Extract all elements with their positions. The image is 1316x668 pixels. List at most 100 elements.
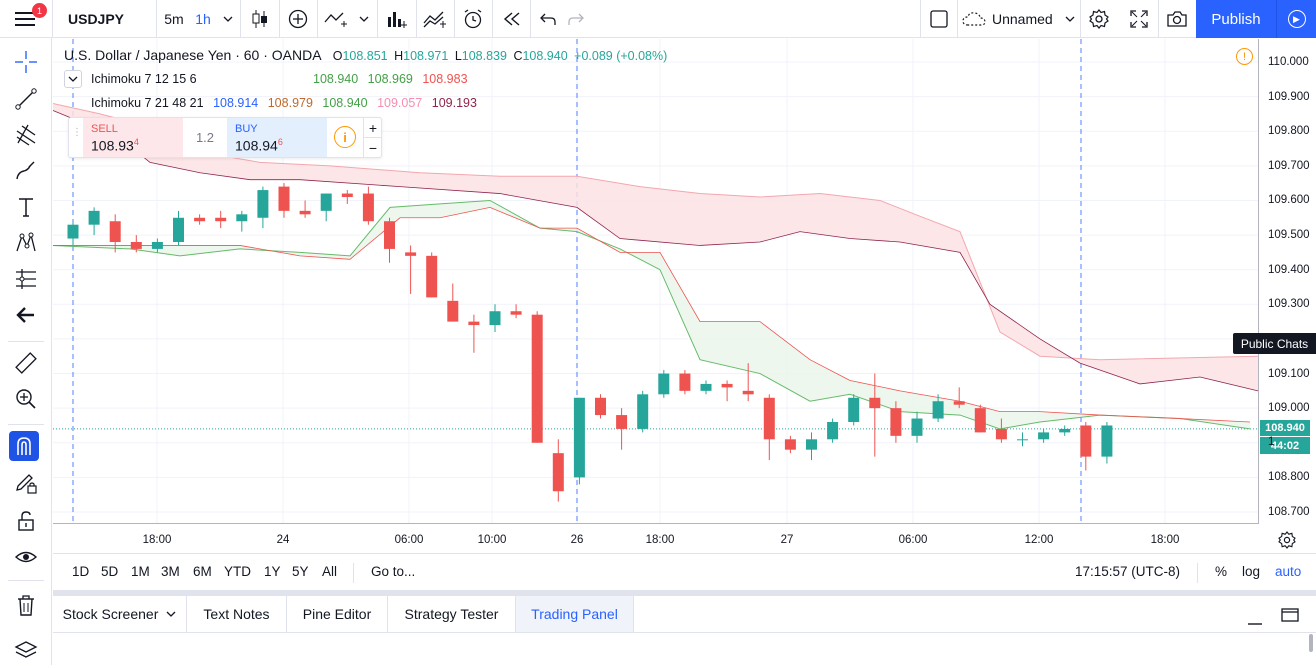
- auto-toggle[interactable]: auto: [1275, 564, 1302, 579]
- range-6m[interactable]: 6M: [193, 564, 212, 579]
- tab-text-notes[interactable]: Text Notes: [187, 596, 287, 632]
- range-3m[interactable]: 3M: [161, 564, 180, 579]
- tab-trading-panel[interactable]: Trading Panel: [516, 596, 634, 632]
- kijun-line: [53, 206, 1251, 423]
- candle-body: [953, 401, 965, 405]
- warning-icon[interactable]: !: [1236, 48, 1253, 65]
- drag-handle-icon[interactable]: ⋮⋮: [72, 127, 92, 138]
- prediction-tool[interactable]: [8, 262, 44, 296]
- financials-button[interactable]: [380, 0, 414, 38]
- indicators-button[interactable]: [321, 0, 351, 38]
- templates-button[interactable]: [418, 0, 452, 38]
- clock[interactable]: 17:15:57 (UTC-8): [1075, 564, 1181, 579]
- tab-pine-editor[interactable]: Pine Editor: [287, 596, 388, 632]
- time-axis[interactable]: 18:00 24 06:00 10:00 26 18:00 27 06:00 12:00 18:0…: [53, 525, 1258, 552]
- fullscreen-button[interactable]: [1122, 0, 1156, 38]
- trend-line-tool[interactable]: [8, 82, 44, 116]
- interval-5m[interactable]: 5m: [164, 11, 184, 27]
- range-1d[interactable]: 1D: [72, 564, 90, 579]
- trend-line-icon: [15, 88, 37, 110]
- pitchfork-icon: [16, 124, 36, 146]
- publish-button[interactable]: Publish: [1196, 0, 1276, 38]
- back-tool[interactable]: [8, 298, 44, 332]
- stay-in-drawing-tool[interactable]: [8, 466, 44, 500]
- range-all[interactable]: All: [322, 564, 338, 579]
- zoom-tool[interactable]: [8, 382, 44, 416]
- object-tree-tool[interactable]: [8, 634, 44, 668]
- percent-toggle[interactable]: %: [1215, 564, 1228, 579]
- candle-body: [616, 415, 628, 429]
- price-axis-label: 109.300: [1268, 298, 1310, 311]
- candle-body: [932, 401, 944, 419]
- snapshot-button[interactable]: [1160, 0, 1194, 38]
- redo-icon: [568, 13, 584, 25]
- add-circle-icon: [288, 9, 308, 29]
- rewind-icon: [503, 12, 520, 26]
- maximize-panel-button[interactable]: [1279, 605, 1301, 625]
- indicators-dropdown[interactable]: [354, 0, 374, 38]
- buy-sell-widget: ⋮⋮ SELL 108.934 1.2 BUY 108.946 i + −: [68, 117, 382, 158]
- goto-date-button[interactable]: Go to...: [371, 564, 416, 579]
- candle-body: [88, 210, 100, 225]
- info-icon[interactable]: i: [334, 126, 356, 148]
- candle-body: [573, 397, 585, 478]
- alert-button[interactable]: [456, 0, 490, 38]
- brush-tool[interactable]: [8, 154, 44, 188]
- change-value: +0.089 (+0.08%): [574, 49, 668, 63]
- chart-settings-button[interactable]: [1276, 529, 1298, 551]
- replay-button[interactable]: [496, 0, 528, 38]
- public-chats-button[interactable]: Public Chats: [1233, 333, 1316, 354]
- publish-dropdown-button[interactable]: ▶: [1276, 0, 1316, 38]
- chart-type-button[interactable]: [243, 0, 277, 38]
- range-ytd[interactable]: YTD: [224, 564, 251, 579]
- tab-strategy-tester[interactable]: Strategy Tester: [388, 596, 516, 632]
- delete-tool[interactable]: [8, 589, 44, 623]
- indicator-legend-1[interactable]: Ichimoku 7 12 15 6: [91, 72, 197, 86]
- fullscreen-toggle-button[interactable]: [924, 0, 954, 38]
- pattern-tool[interactable]: [8, 226, 44, 260]
- undo-button[interactable]: [534, 0, 562, 38]
- bar-countdown-label: 44:02: [1260, 437, 1310, 454]
- settings-button[interactable]: [1082, 0, 1116, 38]
- time-axis-label: 12:00: [1024, 534, 1054, 546]
- interval-dropdown[interactable]: [218, 0, 238, 38]
- fib-tool[interactable]: [8, 118, 44, 152]
- ruler-tool[interactable]: [8, 346, 44, 380]
- price-axis-label: 108.800: [1268, 471, 1310, 484]
- range-5d[interactable]: 5D: [101, 564, 119, 579]
- zoom-in-icon: [16, 389, 36, 409]
- menu-button[interactable]: 1: [0, 0, 50, 38]
- qty-plus-button[interactable]: +: [363, 118, 382, 138]
- range-5y[interactable]: 5Y: [292, 564, 309, 579]
- candle-body: [341, 193, 353, 197]
- range-1m[interactable]: 1M: [131, 564, 150, 579]
- redo-button[interactable]: [562, 0, 590, 38]
- lock-tool[interactable]: [8, 504, 44, 538]
- range-1y[interactable]: 1Y: [264, 564, 281, 579]
- layout-selector[interactable]: Unnamed: [962, 0, 1080, 38]
- collapse-legend-button[interactable]: [64, 70, 82, 88]
- magnet-tool[interactable]: [9, 431, 39, 461]
- crosshair-tool[interactable]: [8, 45, 44, 79]
- symbol-search[interactable]: USDJPY: [68, 11, 125, 27]
- templates-icon: [423, 11, 446, 28]
- candle-body: [426, 255, 438, 298]
- candle-body: [700, 383, 712, 391]
- price-axis-label: 109.700: [1268, 159, 1310, 172]
- text-tool[interactable]: [8, 190, 44, 224]
- tab-stock-screener[interactable]: Stock Screener: [53, 596, 187, 632]
- log-toggle[interactable]: log: [1242, 564, 1261, 579]
- visibility-tool[interactable]: [8, 540, 44, 574]
- quantity-field[interactable]: 1.2: [195, 130, 215, 145]
- buy-button[interactable]: BUY 108.946: [227, 118, 327, 157]
- panel-divider[interactable]: [53, 590, 1316, 596]
- indicator-legend-2[interactable]: Ichimoku 7 21 48 21 108.914 108.979 108.…: [91, 96, 477, 110]
- interval-1h[interactable]: 1h: [195, 11, 211, 27]
- compare-button[interactable]: [281, 0, 315, 38]
- time-axis-border: [53, 523, 1259, 524]
- minimize-panel-button[interactable]: [1245, 606, 1265, 626]
- qty-minus-button[interactable]: −: [363, 138, 382, 157]
- panel-scrollbar[interactable]: [1309, 634, 1313, 652]
- candle-body: [257, 190, 269, 218]
- sell-button[interactable]: SELL 108.934: [83, 118, 183, 157]
